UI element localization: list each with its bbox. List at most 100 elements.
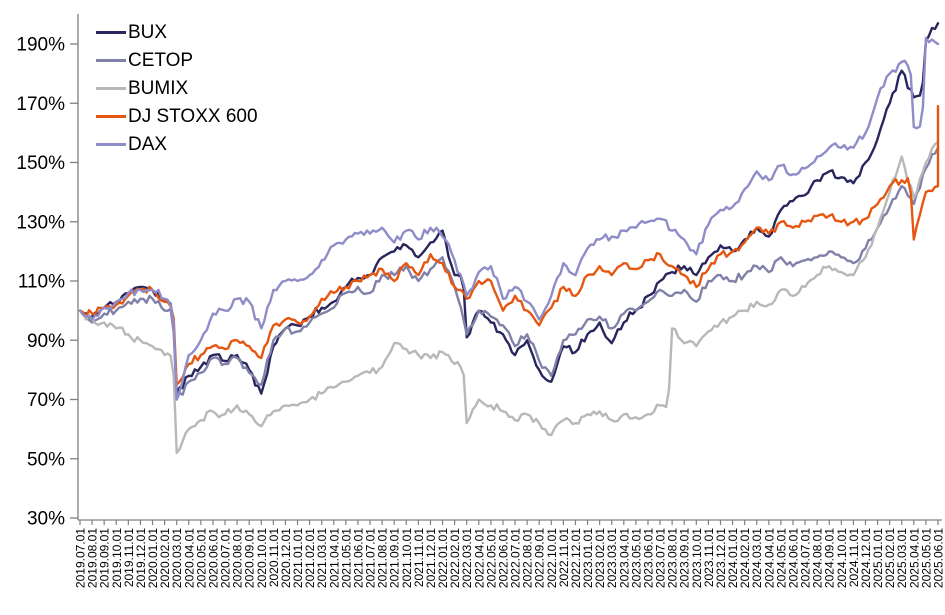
x-tick-label: 2025.01.01 (871, 528, 885, 588)
x-tick-label: 2020.12.01 (279, 528, 293, 588)
x-tick-label: 2022.01.01 (436, 528, 450, 588)
x-tick-label: 2023.07.01 (654, 528, 668, 588)
x-tick-label: 2023.05.01 (629, 528, 643, 588)
x-tick-label: 2019.10.01 (110, 528, 124, 588)
x-tick-label: 2024.05.01 (774, 528, 788, 588)
x-tick-label: 2021.01.01 (291, 528, 305, 588)
x-tick-label: 2022.06.01 (496, 528, 510, 588)
x-tick-label: 2022.09.01 (533, 528, 547, 588)
legend-label: BUX (128, 21, 168, 43)
x-tick-label: 2021.09.01 (388, 528, 402, 588)
series-line-bux (78, 22, 940, 395)
x-tick-label: 2024.12.01 (859, 528, 873, 588)
x-tick-label: 2023.06.01 (641, 528, 655, 588)
x-tick-label: 2025.03.01 (895, 528, 909, 588)
x-tick-label: 2023.11.01 (702, 528, 716, 587)
x-tick-label: 2020.08.01 (231, 528, 245, 588)
bux-line-swatch-icon (96, 30, 126, 34)
series-line-dax (78, 36, 940, 401)
x-tick-label: 2024.04.01 (762, 528, 776, 588)
x-tick-label: 2020.11.01 (267, 528, 281, 587)
x-tick-label: 2021.12.01 (424, 528, 438, 588)
dj-stoxx-600-line-swatch-icon (96, 114, 126, 118)
x-tick-label: 2020.10.01 (255, 528, 269, 588)
y-tick-label: 170% (16, 94, 65, 115)
x-tick-label: 2024.06.01 (786, 528, 800, 588)
x-tick-label: 2024.07.01 (799, 528, 813, 588)
x-tick-label: 2021.10.01 (400, 528, 414, 588)
x-tick-label: 2023.02.01 (593, 528, 607, 588)
x-tick-label: 2022.07.01 (509, 528, 523, 588)
y-tick-label: 190% (16, 35, 65, 56)
x-tick-label: 2020.07.01 (219, 528, 233, 588)
x-tick-label: 2024.08.01 (811, 528, 825, 588)
legend-label: CETOP (128, 49, 194, 71)
x-tick-label: 2023.10.01 (690, 528, 704, 588)
x-tick-label: 2021.02.01 (303, 528, 317, 588)
x-tick-label: 2025.06.01 (932, 528, 945, 588)
x-tick-label: 2019.12.01 (134, 528, 148, 588)
x-tick-label: 2020.04.01 (182, 528, 196, 588)
x-tick-label: 2025.02.01 (883, 528, 897, 588)
x-tick-label: 2024.11.01 (847, 528, 861, 587)
x-tick-label: 2021.06.01 (351, 528, 365, 588)
x-tick-label: 2022.08.01 (521, 528, 535, 588)
x-tick-label: 2021.08.01 (376, 528, 390, 588)
series-line-dj-stoxx-600 (78, 105, 940, 386)
legend-item-bumix: BUMIX (96, 74, 258, 102)
y-tick-label: 110% (18, 272, 65, 293)
x-tick-label: 2025.04.01 (907, 528, 921, 588)
bumix-line-swatch-icon (96, 86, 126, 90)
x-tick-label: 2021.04.01 (327, 528, 341, 588)
x-tick-label: 2023.08.01 (666, 528, 680, 588)
x-tick-label: 2021.11.01 (412, 528, 426, 587)
legend-label: BUMIX (128, 77, 189, 99)
y-tick-label: 30% (27, 509, 65, 530)
x-tick-label: 2023.01.01 (581, 528, 595, 588)
y-tick-label: 50% (27, 449, 65, 470)
x-tick-label: 2020.01.01 (146, 528, 160, 588)
chart-legend: BUX CETOP BUMIX DJ STOXX 600 DAX (96, 18, 258, 158)
dax-line-swatch-icon (96, 142, 126, 146)
x-tick-label: 2024.01.01 (726, 528, 740, 588)
x-tick-label: 2023.04.01 (617, 528, 631, 588)
series-line-cetop (78, 146, 940, 401)
x-tick-label: 2023.12.01 (714, 528, 728, 588)
x-tick-label: 2020.03.01 (170, 528, 184, 588)
x-tick-label: 2022.03.01 (460, 528, 474, 588)
y-tick-label: 150% (16, 153, 65, 174)
x-tick-label: 2023.09.01 (678, 528, 692, 588)
x-tick-label: 2020.05.01 (194, 528, 208, 588)
x-tick-label: 2024.10.01 (835, 528, 849, 588)
x-tick-label: 2019.08.01 (86, 528, 100, 588)
x-tick-label: 2021.07.01 (364, 528, 378, 588)
x-tick-label: 2023.03.01 (605, 528, 619, 588)
x-tick-label: 2020.06.01 (206, 528, 220, 588)
x-tick-label: 2022.10.01 (545, 528, 559, 588)
x-tick-label: 2024.03.01 (750, 528, 764, 588)
y-tick-label: 70% (27, 390, 65, 411)
series-line-bumix (78, 140, 940, 454)
x-tick-label: 2020.02.01 (158, 528, 172, 588)
legend-item-cetop: CETOP (96, 46, 258, 74)
x-tick-label: 2022.11.01 (557, 528, 571, 587)
legend-label: DAX (128, 133, 168, 155)
x-tick-label: 2022.12.01 (569, 528, 583, 588)
x-tick-label: 2021.03.01 (315, 528, 329, 588)
x-tick-label: 2024.09.01 (823, 528, 837, 588)
x-tick-label: 2020.09.01 (243, 528, 257, 588)
cetop-line-swatch-icon (96, 58, 126, 62)
x-tick-label: 2019.09.01 (98, 528, 112, 588)
x-tick-label: 2022.02.01 (448, 528, 462, 588)
y-tick-label: 90% (27, 331, 65, 352)
x-tick-label: 2021.05.01 (339, 528, 353, 588)
x-tick-label: 2022.05.01 (484, 528, 498, 588)
y-tick-label: 130% (16, 212, 65, 233)
x-tick-label: 2022.04.01 (472, 528, 486, 588)
x-tick-label: 2019.11.01 (122, 528, 136, 587)
x-tick-label: 2019.07.01 (74, 528, 88, 588)
legend-item-dj-stoxx-600: DJ STOXX 600 (96, 102, 258, 130)
legend-label: DJ STOXX 600 (128, 105, 258, 127)
